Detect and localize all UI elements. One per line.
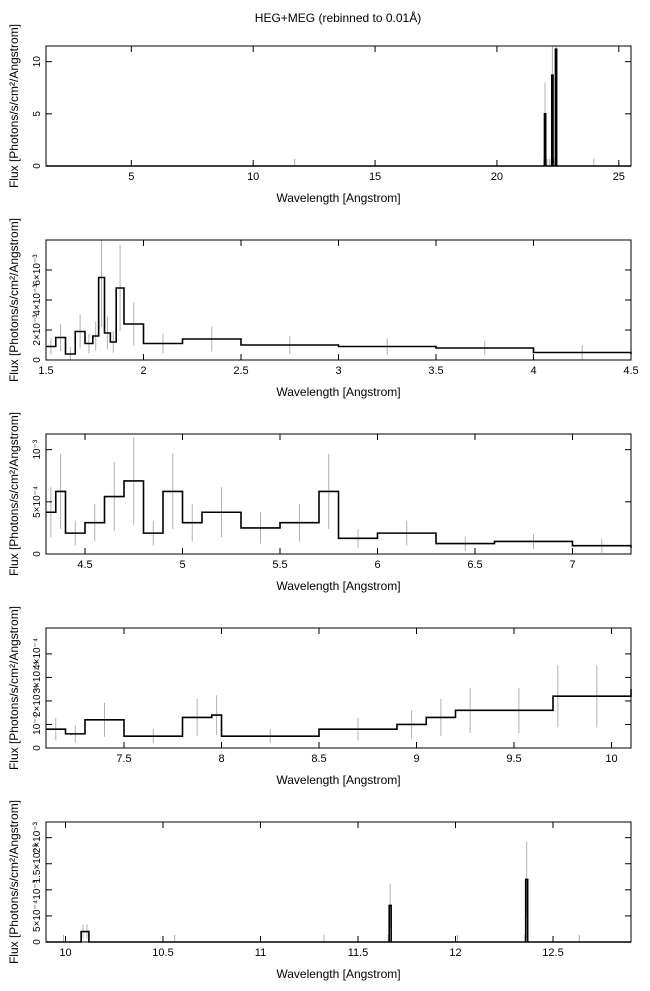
y-axis-label: Flux [Photons/s/cm²/Angstrom] (7, 606, 21, 770)
y-tick-label: 3×10⁻⁴ (32, 661, 43, 693)
x-tick-label: 7.5 (116, 753, 131, 765)
y-tick-label: 0 (32, 163, 43, 169)
y-tick-label: 5×10⁻⁴ (32, 486, 43, 518)
x-tick-label: 10 (247, 171, 259, 183)
figure-title: HEG+MEG (rebinned to 0.01Å) (255, 10, 421, 25)
x-tick-label: 4 (530, 365, 536, 377)
x-tick-label: 3 (335, 365, 341, 377)
spectrum-step-line (46, 48, 631, 167)
x-tick-label: 1.5 (38, 365, 53, 377)
x-tick-label: 2 (140, 365, 146, 377)
y-tick-label: 0 (32, 551, 43, 557)
plot-frame (45, 45, 632, 167)
spectrum-step-line (46, 878, 631, 943)
chart-panel-5: 10 10.5 11 11.5 12 12.5 0 5×10⁻⁴10⁻³1.5×10⁻³2×1… (7, 800, 632, 981)
plot-frame (45, 433, 632, 555)
x-tick-label: 7 (569, 559, 575, 571)
y-tick-label: 2×10⁻³ (32, 821, 43, 853)
spectrum-step-line (46, 689, 632, 738)
x-tick-label: 5.5 (272, 559, 287, 571)
x-tick-label: 25 (613, 171, 625, 183)
y-tick-label: 2×10⁻³ (32, 314, 43, 346)
x-tick-label: 11.5 (348, 947, 369, 959)
x-tick-label: 3.5 (428, 365, 443, 377)
y-tick-label: 1.5×10⁻³ (32, 843, 43, 883)
x-tick-label: 5 (179, 559, 185, 571)
x-axis-label: Wavelength [Angstrom] (276, 579, 400, 593)
plot-frame (45, 821, 632, 943)
y-axis-label: Flux [Photons/s/cm²/Angstrom] (7, 218, 21, 382)
x-tick-label: 6.5 (467, 559, 482, 571)
y-tick-label: 4×10⁻⁴ (32, 638, 43, 670)
x-tick-label: 12.5 (542, 947, 563, 959)
x-tick-label: 5 (128, 171, 134, 183)
y-tick-label: 2×10⁻⁴ (32, 685, 43, 717)
y-tick-label: 0 (32, 745, 43, 751)
x-axis-label: Wavelength [Angstrom] (276, 191, 400, 205)
x-tick-label: 8 (218, 753, 224, 765)
x-tick-label: 10 (59, 947, 71, 959)
plot-frame (45, 627, 632, 749)
y-axis-label: Flux [Photons/s/cm²/Angstrom] (7, 24, 21, 188)
x-tick-label: 20 (491, 171, 503, 183)
x-tick-label: 9.5 (506, 753, 521, 765)
x-tick-label: 11 (255, 947, 266, 959)
y-tick-label: 6×10⁻³ (32, 254, 43, 286)
spectrum-step-line (46, 480, 632, 548)
y-tick-label: 4×10⁻³ (32, 284, 43, 316)
x-tick-label: 10 (605, 753, 617, 765)
x-axis-label: Wavelength [Angstrom] (276, 773, 400, 787)
y-tick-label: 5×10⁻⁴ (32, 900, 43, 932)
chart-panel-4: 7.5 8 8.5 9 9.5 10 0 10⁻⁴2×10⁻⁴3×10⁻⁴4×10⁻⁴ Wave… (7, 606, 632, 787)
x-tick-label: 12 (449, 947, 461, 959)
y-tick-label: 10⁻³ (32, 879, 43, 899)
y-axis-label: Flux [Photons/s/cm²/Angstrom] (7, 800, 21, 964)
y-tick-label: 10⁻⁴ (32, 714, 43, 735)
chart-panel-1: 5 10 15 20 25 0 5 10 Wavelength [Angstrom] Flux [… (7, 24, 632, 205)
x-tick-label: 9 (413, 753, 419, 765)
x-axis-label: Wavelength [Angstrom] (276, 385, 400, 399)
y-tick-label: 0 (32, 357, 43, 363)
x-tick-label: 8.5 (311, 753, 326, 765)
x-tick-label: 15 (369, 171, 381, 183)
y-axis-label: Flux [Photons/s/cm²/Angstrom] (7, 412, 21, 576)
x-tick-label: 10.5 (152, 947, 173, 959)
y-tick-label: 10 (32, 56, 43, 68)
x-tick-label: 4.5 (623, 365, 638, 377)
y-tick-label: 5 (32, 111, 43, 117)
x-tick-label: 6 (374, 559, 380, 571)
x-tick-label: 2.5 (233, 365, 248, 377)
chart-panel-3: 4.5 5 5.5 6 6.5 7 0 5×10⁻⁴ 10⁻³ Wavelength [Angst… (7, 412, 632, 593)
spectrum-step-line (46, 276, 632, 355)
chart-panel-2: 1.5 2 2.5 3 3.5 4 4.5 0 2×10⁻³4×10⁻³6×10⁻³ Wavele… (7, 218, 639, 399)
x-tick-label: 4.5 (77, 559, 92, 571)
y-tick-label: 10⁻³ (32, 439, 43, 459)
x-axis-label: Wavelength [Angstrom] (276, 967, 400, 981)
y-tick-label: 0 (32, 939, 43, 945)
